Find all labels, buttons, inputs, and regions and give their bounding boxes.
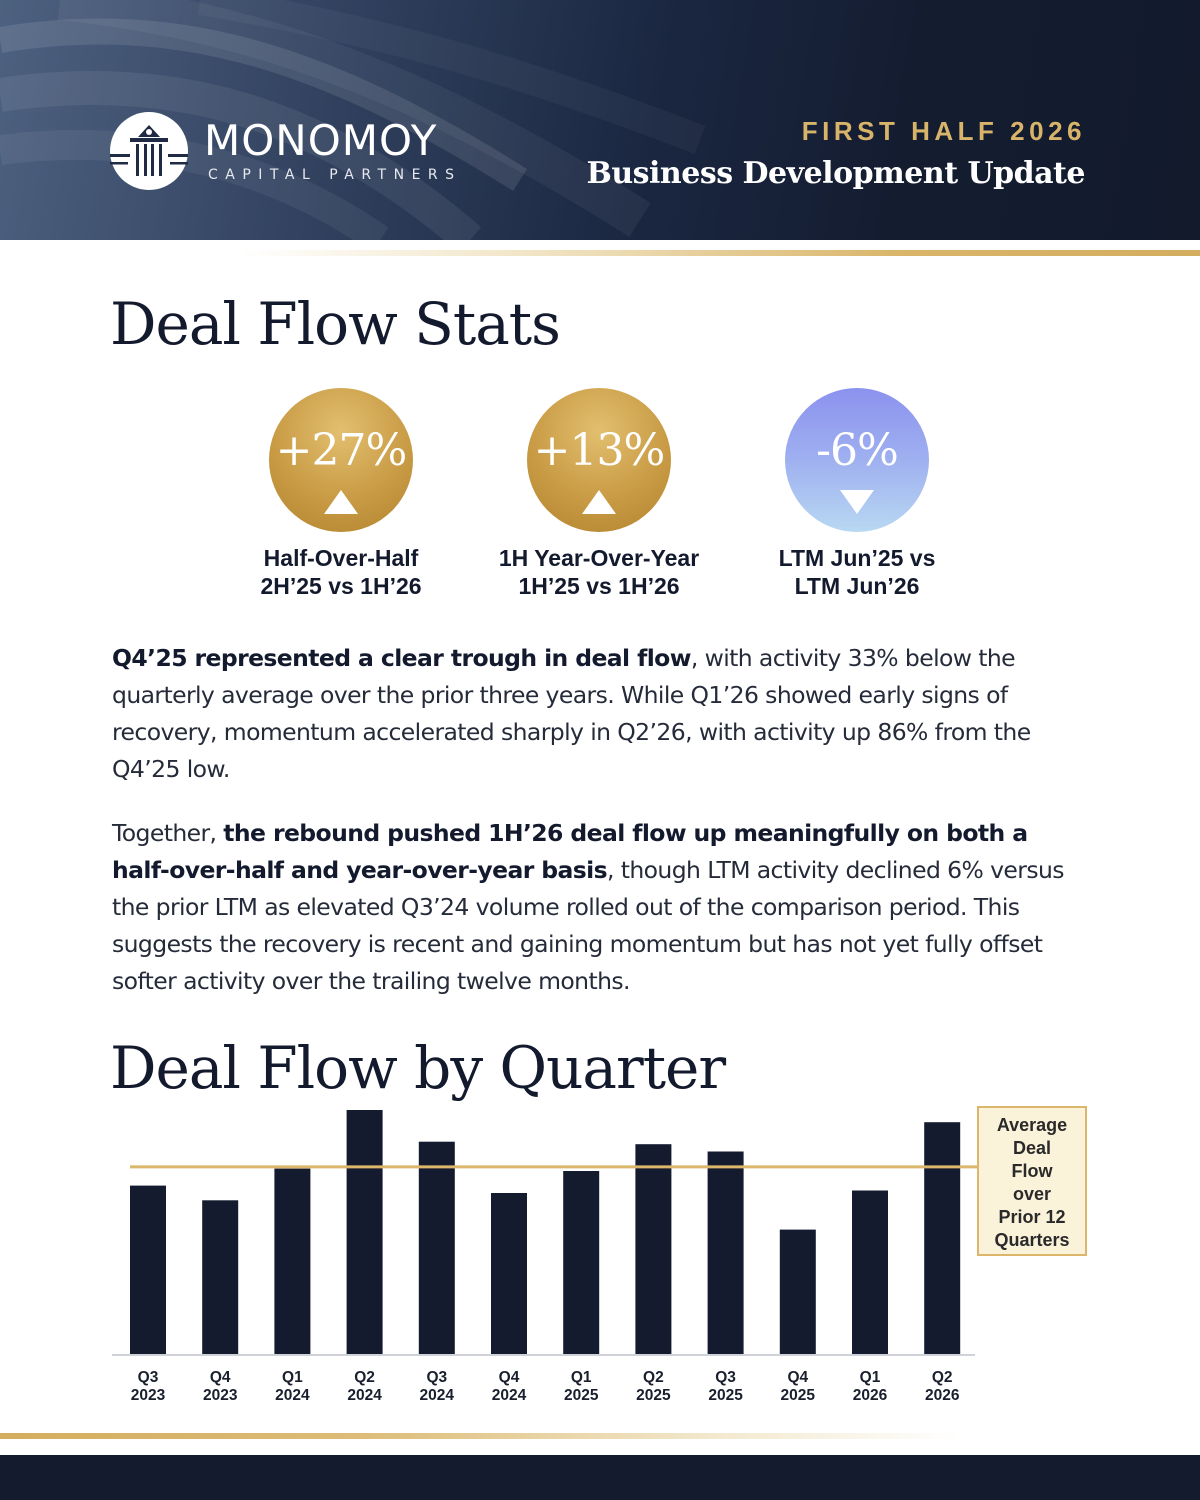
- bar-q4-2024: [491, 1193, 527, 1354]
- x-tick-label: Q2: [354, 1369, 375, 1386]
- arrow-up-icon: [324, 490, 358, 514]
- paragraph-rebound: Together, the rebound pushed 1H’26 deal …: [112, 815, 1082, 1000]
- x-tick-label: 2024: [275, 1387, 310, 1404]
- report-period: FIRST HALF 2026: [801, 116, 1086, 146]
- paragraph-bold-text: Q4’25 represented a clear trough in deal…: [112, 644, 691, 672]
- report-title: Business Development Update: [586, 156, 1085, 191]
- stat-value: +13%: [533, 425, 666, 476]
- x-tick-label: Q1: [860, 1369, 881, 1386]
- section-title-chart: Deal Flow by Quarter: [110, 1034, 726, 1102]
- stat-label-line1: Half-Over-Half: [263, 545, 419, 571]
- bar-q3-2024: [418, 1141, 455, 1354]
- x-tick-label: 2025: [708, 1387, 743, 1404]
- stat-card-half-over-half: +27% Half-Over-Half 2H’25 vs 1H’26: [211, 388, 471, 600]
- stat-badge: +13%: [527, 388, 671, 532]
- x-tick-label: 2025: [781, 1387, 816, 1404]
- x-tick-label: Q2: [643, 1369, 664, 1386]
- brand-logo[interactable]: MONOMOY CAPITAL PARTNERS: [110, 112, 462, 190]
- x-tick-label: 2023: [203, 1387, 238, 1404]
- x-tick-label: Q3: [426, 1369, 447, 1386]
- bar-q3-2025: [707, 1151, 744, 1354]
- bar-q4-2025: [779, 1229, 816, 1354]
- stat-label-line1: 1H Year-Over-Year: [498, 545, 700, 571]
- x-tick-label: Q4: [787, 1369, 808, 1386]
- x-tick-label: 2025: [636, 1387, 671, 1404]
- stat-label: LTM Jun’25 vs LTM Jun’26: [727, 544, 987, 600]
- bar-q3-2023: [130, 1185, 166, 1354]
- bar-q2-2024: [346, 1110, 383, 1354]
- paragraph-trough: Q4’25 represented a clear trough in deal…: [112, 640, 1082, 788]
- stat-card-year-over-year: +13% 1H Year-Over-Year 1H’25 vs 1H’26: [469, 388, 729, 600]
- bar-q4-2023: [202, 1200, 239, 1354]
- x-tick-label: 2026: [853, 1387, 888, 1404]
- lighthouse-icon: [110, 112, 188, 190]
- stat-label: Half-Over-Half 2H’25 vs 1H’26: [211, 544, 471, 600]
- x-tick-label: 2026: [925, 1387, 960, 1404]
- section-title-stats: Deal Flow Stats: [110, 290, 561, 358]
- average-line-legend: Average Deal Flow over Prior 12 Quarters: [977, 1106, 1087, 1256]
- paragraph-text: Together,: [112, 819, 224, 847]
- paragraph-bold-text: the rebound pushed 1H’26 deal flow up me…: [112, 819, 1028, 884]
- stat-badge: -6%: [785, 388, 929, 532]
- stat-label: 1H Year-Over-Year 1H’25 vs 1H’26: [469, 544, 729, 600]
- bar-q2-2025: [635, 1144, 672, 1354]
- paragraph-text: , though LTM activity declined 6% versus…: [112, 856, 1065, 995]
- x-tick-label: Q3: [715, 1369, 736, 1386]
- deal-flow-bar-chart: Q32023Q42023Q12024Q22024Q32024Q42024Q120…: [112, 1110, 977, 1404]
- x-tick-label: Q2: [932, 1369, 953, 1386]
- stat-label-line2: LTM Jun’26: [794, 573, 920, 599]
- x-tick-label: 2024: [492, 1387, 527, 1404]
- bar-q2-2026: [924, 1122, 961, 1354]
- x-tick-label: 2024: [420, 1387, 455, 1404]
- x-tick-label: 2023: [131, 1387, 166, 1404]
- stat-value: -6%: [816, 425, 899, 476]
- gold-divider-top: [0, 250, 1200, 256]
- paragraph-text: , with activity 33% below the quarterly …: [112, 644, 1031, 783]
- gold-divider-bottom: [0, 1433, 1200, 1439]
- brand-name: MONOMOY: [204, 116, 438, 165]
- footer-bar: [0, 1455, 1200, 1500]
- stat-label-line1: LTM Jun’25 vs: [778, 545, 936, 571]
- stat-label-line2: 1H’25 vs 1H’26: [518, 573, 680, 599]
- x-tick-label: Q1: [571, 1369, 592, 1386]
- header-banner: MONOMOY CAPITAL PARTNERS FIRST HALF 2026…: [0, 0, 1200, 240]
- x-tick-label: Q4: [210, 1369, 231, 1386]
- x-tick-label: Q4: [499, 1369, 520, 1386]
- x-tick-label: 2025: [564, 1387, 599, 1404]
- stat-card-ltm: -6% LTM Jun’25 vs LTM Jun’26: [727, 388, 987, 600]
- bar-q1-2024: [274, 1168, 311, 1354]
- bar-q1-2026: [852, 1190, 888, 1354]
- x-tick-label: Q1: [282, 1369, 303, 1386]
- arrow-down-icon: [840, 490, 874, 514]
- x-tick-label: Q3: [138, 1369, 159, 1386]
- stat-label-line2: 2H’25 vs 1H’26: [260, 573, 422, 599]
- stat-badge: +27%: [269, 388, 413, 532]
- arrow-up-icon: [582, 490, 616, 514]
- stat-value: +27%: [275, 425, 408, 476]
- bar-q1-2025: [563, 1171, 600, 1354]
- header-wave-decoration: [0, 0, 706, 240]
- x-tick-label: 2024: [347, 1387, 382, 1404]
- brand-subtitle: CAPITAL PARTNERS: [208, 167, 462, 183]
